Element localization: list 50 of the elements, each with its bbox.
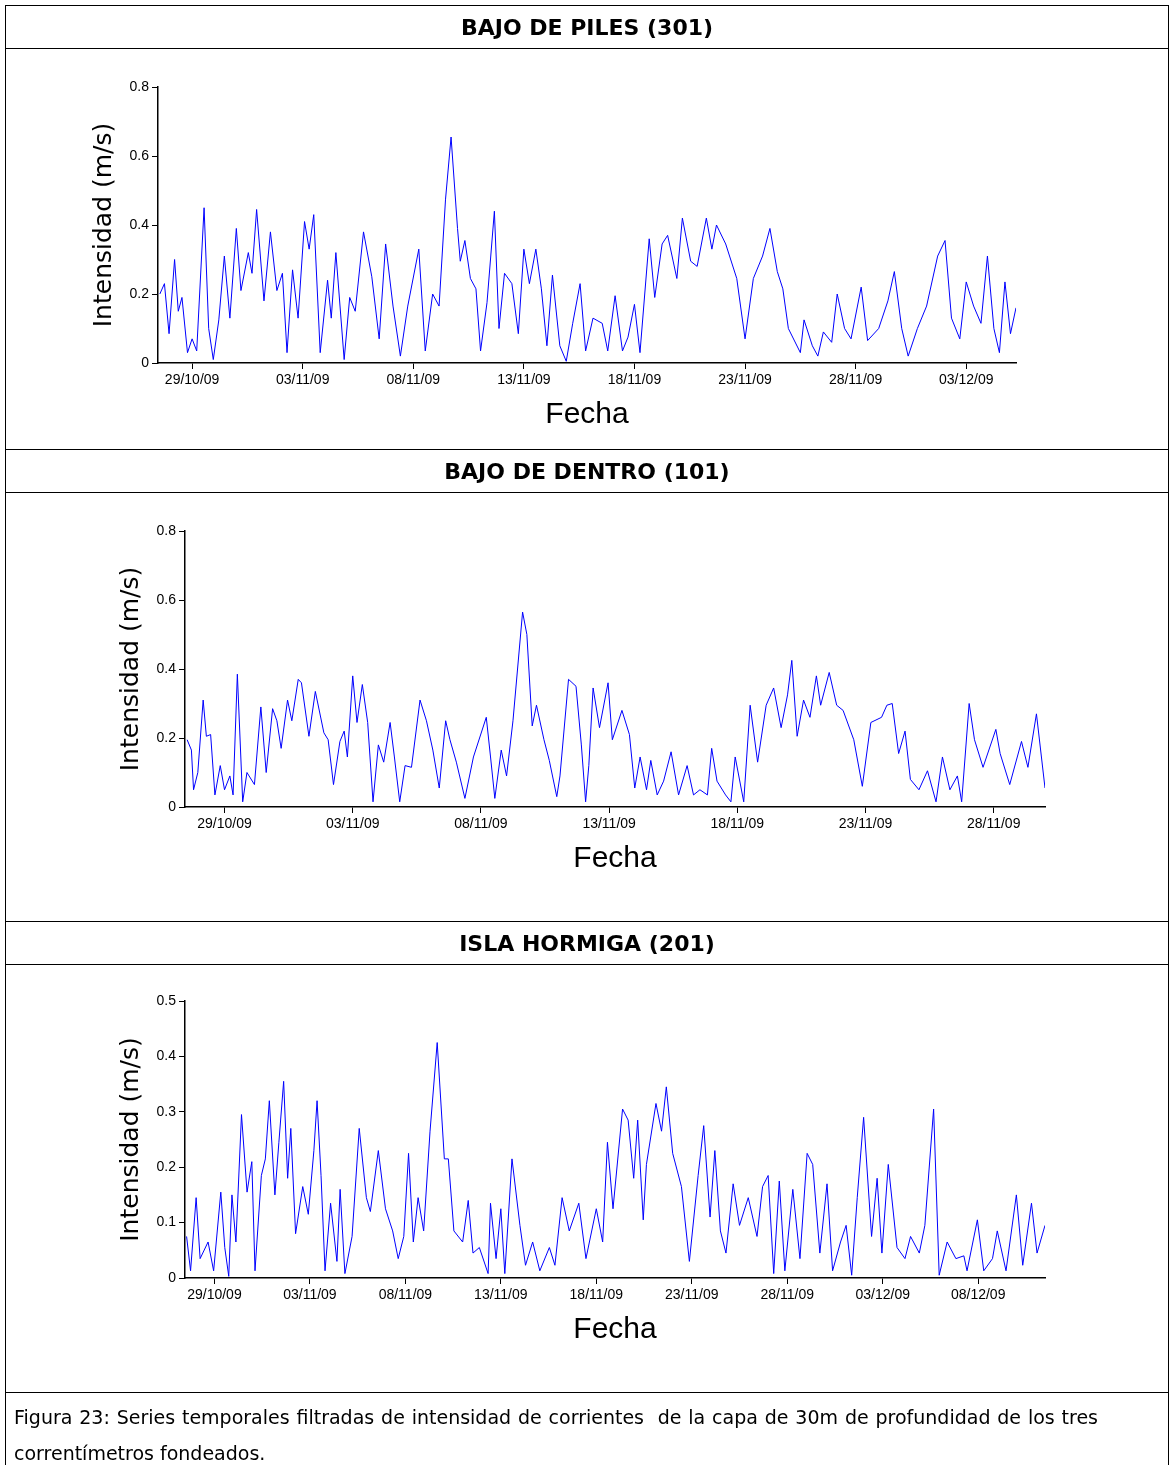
x-tick-label: 29/10/09 <box>164 371 220 388</box>
x-tick-label: 03/12/09 <box>938 371 994 388</box>
x-tick-label: 23/11/09 <box>718 371 772 388</box>
y-tick-label: 0.6 <box>156 590 177 607</box>
x-tick-label: 18/11/09 <box>569 1286 624 1303</box>
x-tick-label: 29/10/09 <box>187 1286 242 1303</box>
x-tick-label: 03/11/09 <box>275 371 330 388</box>
y-tick-label: 0.2 <box>156 1158 177 1175</box>
y-tick-label: 0.8 <box>156 521 177 538</box>
text: Figura 23: Series temporales filtradas de intensidad de corrientes de la capa de 30m de profundidad de los tres correntímetros fondeados. <box>13 1405 1099 1465</box>
x-tick-label: 28/11/09 <box>760 1286 815 1303</box>
x-tick-label: 08/11/09 <box>454 815 508 832</box>
y-tick-label: 0.3 <box>156 1102 177 1119</box>
x-tick-label: 13/11/09 <box>582 815 637 832</box>
x-tick-label: 28/11/09 <box>828 371 883 388</box>
y-tick-label: 0.2 <box>129 284 150 301</box>
y-tick-label: 0 <box>168 797 177 814</box>
x-axis-title: Fecha <box>573 840 657 874</box>
y-tick-label: 0.5 <box>156 991 177 1008</box>
x-tick-label: 29/10/09 <box>197 815 252 832</box>
x-tick-label: 18/11/09 <box>607 371 662 388</box>
y-tick-label: 0.2 <box>156 728 177 745</box>
x-tick-label: 18/11/09 <box>710 815 765 832</box>
y-axis-title: Intensidad (m/s) <box>87 122 117 328</box>
y-axis-title: Intensidad (m/s) <box>114 1037 144 1242</box>
x-tick-label: 23/11/09 <box>838 815 893 832</box>
y-tick-label: 0.4 <box>129 215 150 232</box>
y-tick-label: 0 <box>141 353 150 370</box>
x-axis-title: Fecha <box>545 396 629 430</box>
y-tick-label: 0.4 <box>156 1047 177 1064</box>
x-tick-label: 13/11/09 <box>474 1286 528 1303</box>
y-tick-label: 0 <box>168 1268 177 1285</box>
x-tick-label: 08/12/09 <box>950 1286 1006 1303</box>
y-tick-label: 0.4 <box>156 659 177 676</box>
x-tick-label: 23/11/09 <box>665 1286 719 1303</box>
y-tick-label: 0.6 <box>129 146 150 163</box>
y-tick-label: 0.8 <box>129 77 150 94</box>
x-tick-label: 03/12/09 <box>855 1286 911 1303</box>
x-tick-label: 13/11/09 <box>497 371 551 388</box>
y-axis-title: Intensidad (m/s) <box>114 566 144 772</box>
chart-title: BAJO DE PILES (301) <box>460 14 714 40</box>
x-axis-title: Fecha <box>573 1311 657 1345</box>
chart-title: BAJO DE DENTRO (101) <box>444 458 730 484</box>
x-tick-label: 03/11/09 <box>283 1286 337 1303</box>
x-tick-label: 08/11/09 <box>386 371 441 388</box>
chart-title: ISLA HORMIGA (201) <box>459 930 715 956</box>
y-tick-label: 0.1 <box>156 1213 177 1230</box>
x-tick-label: 28/11/09 <box>966 815 1021 832</box>
x-tick-label: 03/11/09 <box>325 815 380 832</box>
x-tick-label: 08/11/09 <box>378 1286 433 1303</box>
